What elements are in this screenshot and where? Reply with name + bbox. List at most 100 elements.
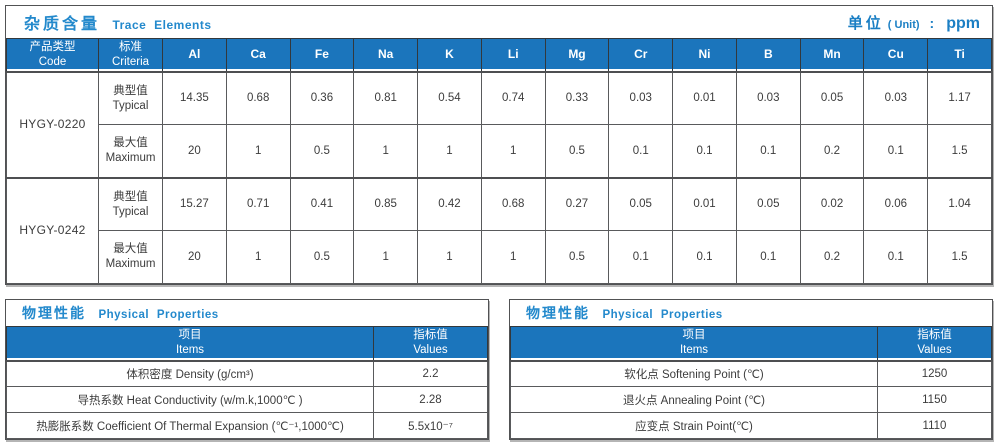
physical-properties-section-right: 物理性能 Physical Properties 项目 Items 指标值 Va…: [509, 299, 993, 440]
physical-title-en: Physical Properties: [602, 309, 723, 321]
value-cell: 0.1: [863, 124, 929, 179]
physical-header-row: 项目 Items 指标值 Values: [6, 326, 488, 362]
value-cell: 0.74: [480, 71, 546, 126]
col-header-values-zh: 指标值: [917, 329, 952, 342]
value-cell: 1: [480, 124, 546, 179]
physical-properties-section-left: 物理性能 Physical Properties 项目 Items 指标值 Va…: [5, 299, 489, 440]
property-value-cell: 2.28: [373, 386, 488, 413]
col-header-element: Ca: [225, 37, 291, 73]
criteria-zh: 最大值: [113, 243, 148, 256]
table-row: 退火点 Annealing Point (℃) 1150: [510, 386, 992, 413]
col-header-items: 项目 Items: [510, 326, 878, 362]
property-item-cell: 体积密度 Density (g/cm³): [6, 360, 374, 387]
col-header-element: Cr: [608, 37, 674, 73]
product-code-cell: HYGY-0220: [6, 71, 99, 179]
value-cell: 0.1: [672, 230, 737, 285]
value-cell: 0.1: [608, 124, 674, 179]
value-cell: 0.1: [735, 124, 801, 179]
physical-title-zh: 物理性能: [22, 305, 86, 321]
col-header-element: Mg: [544, 37, 610, 73]
trace-title: 杂质含量 Trace Elements: [24, 10, 212, 34]
table-row: HYGY-0242 典型值 Typical 15.27 0.71 0.41 0.…: [6, 176, 992, 285]
value-cell: 20: [162, 230, 227, 285]
col-header-criteria-zh: 标准: [119, 41, 142, 53]
physical-title-row: 物理性能 Physical Properties: [6, 300, 488, 326]
col-header-element: Al: [162, 37, 227, 73]
criteria-cell: 最大值 Maximum: [98, 124, 163, 179]
value-cell: 0.02: [799, 176, 865, 232]
value-cell: 0.5: [544, 124, 610, 179]
value-cell: 0.27: [544, 176, 610, 232]
trace-title-zh: 杂质含量: [24, 16, 101, 33]
trace-elements-table: 产品类型 Code 标准 Criteria Al Ca Fe Na K Li M…: [6, 37, 992, 285]
property-item-cell: 应变点 Strain Point(℃): [510, 412, 878, 439]
value-cell: 0.05: [799, 71, 865, 126]
trace-header-row: 产品类型 Code 标准 Criteria Al Ca Fe Na K Li M…: [6, 37, 992, 73]
value-cell: 0.06: [863, 176, 929, 232]
table-row: 热膨胀系数 Coefficient Of Thermal Expansion (…: [6, 412, 488, 439]
col-header-element: Na: [353, 37, 419, 73]
table-row: 体积密度 Density (g/cm³) 2.2: [6, 360, 488, 387]
col-header-values: 指标值 Values: [373, 326, 488, 362]
col-header-values-zh: 指标值: [413, 329, 448, 342]
value-cell: 0.1: [863, 230, 929, 285]
value-cell: 1: [225, 124, 291, 179]
value-cell: 0.05: [735, 176, 801, 232]
value-cell: 0.03: [608, 71, 674, 126]
value-cell: 0.05: [608, 176, 674, 232]
value-cell: 1.5: [927, 124, 992, 179]
table-row: 应变点 Strain Point(℃) 1110: [510, 412, 992, 439]
value-cell: 0.1: [672, 124, 737, 179]
value-cell: 1.04: [927, 176, 992, 232]
value-cell: 0.03: [735, 71, 801, 126]
value-cell: 1.5: [927, 230, 992, 285]
criteria-cell: 最大值 Maximum: [98, 230, 163, 285]
col-header-element: Fe: [289, 37, 355, 73]
trace-title-en: Trace Elements: [112, 18, 212, 32]
value-cell: 0.2: [799, 124, 865, 179]
col-header-code-en: Code: [38, 55, 67, 68]
value-cell: 0.1: [608, 230, 674, 285]
value-cell: 0.03: [863, 71, 929, 126]
value-cell: 0.1: [735, 230, 801, 285]
table-row: 最大值 Maximum 20 1 0.5 1 1 1 0.5 0.1 0.1 0…: [7, 124, 992, 179]
col-header-criteria-en: Criteria: [111, 55, 150, 68]
criteria-en: Typical: [112, 99, 149, 112]
value-cell: 0.41: [289, 176, 355, 232]
physical-header-row: 项目 Items 指标值 Values: [510, 326, 992, 362]
physical-title-zh: 物理性能: [526, 305, 590, 321]
value-cell: 1: [417, 124, 482, 179]
col-header-items-en: Items: [175, 344, 205, 357]
col-header-element: K: [417, 37, 482, 73]
col-header-items-zh: 项目: [682, 329, 706, 342]
col-header-items-en: Items: [679, 344, 709, 357]
unit-zh: 单位: [847, 14, 884, 32]
trace-elements-section: 杂质含量 Trace Elements 单位 ( Unit) : ppm 产品类…: [5, 5, 993, 286]
col-header-element: Li: [480, 37, 546, 73]
value-cell: 20: [162, 124, 227, 179]
value-cell: 0.2: [799, 230, 865, 285]
physical-title-en: Physical Properties: [98, 309, 219, 321]
value-cell: 0.71: [225, 176, 291, 232]
property-value-cell: 2.2: [373, 360, 488, 387]
value-cell: 0.5: [289, 124, 355, 179]
trace-title-row: 杂质含量 Trace Elements 单位 ( Unit) : ppm: [6, 6, 992, 38]
criteria-en: Typical: [112, 205, 149, 218]
value-cell: 0.5: [289, 230, 355, 285]
col-header-values-en: Values: [413, 344, 448, 357]
table-row: 导热系数 Heat Conductivity (w/m.k,1000℃ ) 2.…: [6, 386, 488, 413]
criteria-en: Maximum: [105, 258, 156, 271]
property-value-cell: 5.5x10⁻⁷: [373, 412, 488, 439]
physical-title-row: 物理性能 Physical Properties: [510, 300, 992, 326]
criteria-zh: 最大值: [113, 137, 148, 150]
physical-properties-table: 项目 Items 指标值 Values 体积密度 Density (g/cm³)…: [6, 326, 488, 439]
table-row: 最大值 Maximum 20 1 0.5 1 1 1 0.5 0.1 0.1 0…: [7, 230, 992, 285]
col-header-values-en: Values: [917, 344, 952, 357]
property-value-cell: 1110: [877, 412, 992, 439]
col-header-items-zh: 项目: [178, 329, 202, 342]
value-cell: 1: [225, 230, 291, 285]
value-cell: 0.81: [353, 71, 419, 126]
property-item-cell: 退火点 Annealing Point (℃): [510, 386, 878, 413]
criteria-zh: 典型值: [113, 190, 148, 203]
physical-title: 物理性能 Physical Properties: [22, 303, 219, 323]
